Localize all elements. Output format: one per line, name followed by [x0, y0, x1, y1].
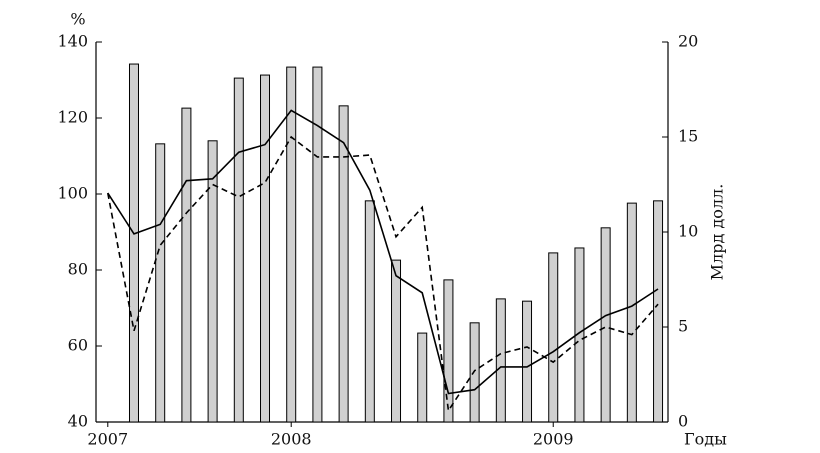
bar [522, 300, 533, 423]
y2-axis-label: Млрд долл. [708, 184, 727, 281]
bar [548, 252, 559, 423]
x-tick-label: 2007 [87, 430, 128, 449]
bar [391, 259, 402, 423]
y2-tick-label: 5 [678, 317, 688, 336]
x-tick-label: 2008 [271, 430, 312, 449]
bar [233, 77, 244, 423]
bar [207, 140, 218, 423]
y-axis-label: % [70, 10, 85, 29]
bar [495, 298, 506, 423]
y-tick-label: 40 [68, 412, 88, 431]
x-axis-label: Годы [684, 430, 727, 449]
bar [260, 74, 271, 423]
y2-tick-label: 15 [678, 127, 698, 146]
bar [155, 143, 166, 423]
y2-tick-label: 0 [678, 412, 688, 431]
y-tick-label: 100 [57, 184, 88, 203]
y-tick-label: 140 [57, 32, 88, 51]
line [107, 135, 659, 413]
y2-tick-label: 20 [678, 32, 698, 51]
bar [417, 332, 428, 423]
bar [128, 63, 139, 423]
y-tick-label: 120 [57, 108, 88, 127]
y-tick-label: 80 [68, 260, 88, 279]
bar [600, 227, 611, 423]
bar [364, 200, 375, 423]
bar [338, 105, 349, 423]
bar [469, 322, 480, 423]
bar [312, 66, 323, 423]
x-tick-label: 2009 [533, 430, 574, 449]
y2-tick-label: 10 [678, 222, 698, 241]
bar [626, 202, 637, 423]
bar [286, 66, 297, 423]
y-tick-label: 60 [68, 336, 88, 355]
bar [443, 279, 454, 423]
bar [653, 200, 664, 423]
line [107, 109, 659, 395]
bar [181, 107, 192, 423]
